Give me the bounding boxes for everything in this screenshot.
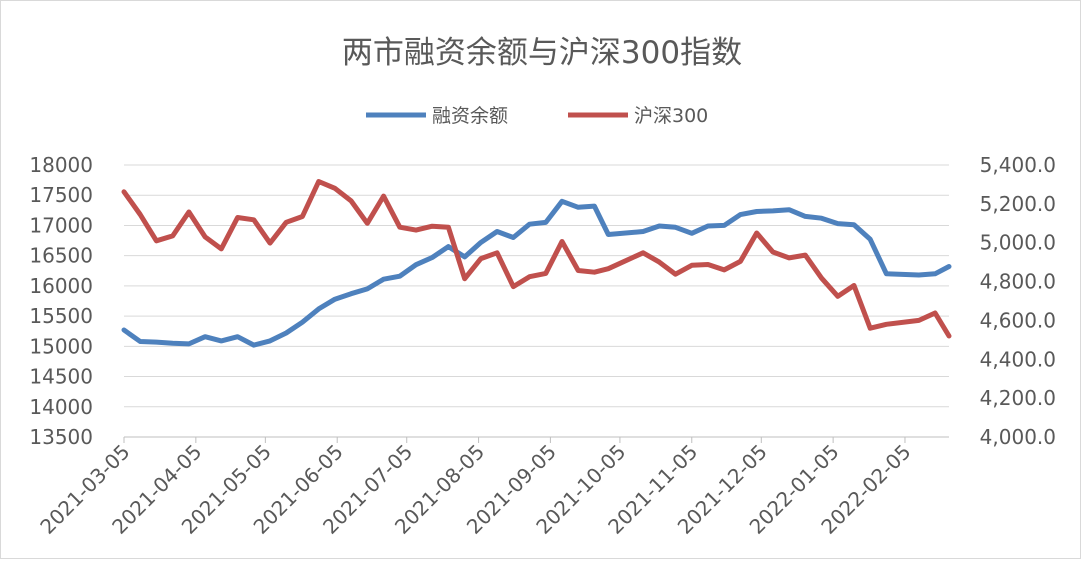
y-left-tick-label: 16500 bbox=[29, 244, 93, 268]
y-left-tick-label: 18000 bbox=[29, 153, 93, 177]
y-right-tick-label: 4,400.0 bbox=[980, 347, 1056, 371]
legend: 融资余额 沪深300 bbox=[366, 105, 708, 127]
y-left-tick-label: 16000 bbox=[29, 274, 93, 298]
y-left-tick-label: 14000 bbox=[29, 395, 93, 419]
y-right-tick-label: 4,200.0 bbox=[980, 386, 1056, 410]
legend-label-csi300: 沪深300 bbox=[634, 105, 708, 127]
series-lines bbox=[121, 179, 952, 348]
legend-label-financing-balance: 融资余额 bbox=[432, 105, 508, 127]
y-left-tick-label: 14500 bbox=[29, 365, 93, 389]
series-line-csi300 bbox=[121, 179, 952, 339]
y-right-tick-label: 5,000.0 bbox=[980, 231, 1056, 255]
y-right-tick-label: 5,200.0 bbox=[980, 192, 1056, 216]
y-right-tick-label: 4,800.0 bbox=[980, 270, 1056, 294]
y-right-tick-label: 5,400.0 bbox=[980, 153, 1056, 177]
gridlines bbox=[124, 164, 949, 408]
y-right-tick-label: 4,000.0 bbox=[980, 425, 1056, 449]
series-line-financing-balance bbox=[121, 198, 952, 348]
y-right-tick-label: 4,600.0 bbox=[980, 308, 1056, 332]
y-left-tick-label: 15500 bbox=[29, 304, 93, 328]
y-left-tick-label: 17500 bbox=[29, 183, 93, 207]
y-left-tick-label: 15000 bbox=[29, 334, 93, 358]
chart-title: 两市融资余额与沪深300指数 bbox=[342, 35, 742, 71]
y-left-tick-label: 13500 bbox=[29, 425, 93, 449]
y-left-tick-label: 17000 bbox=[29, 213, 93, 237]
